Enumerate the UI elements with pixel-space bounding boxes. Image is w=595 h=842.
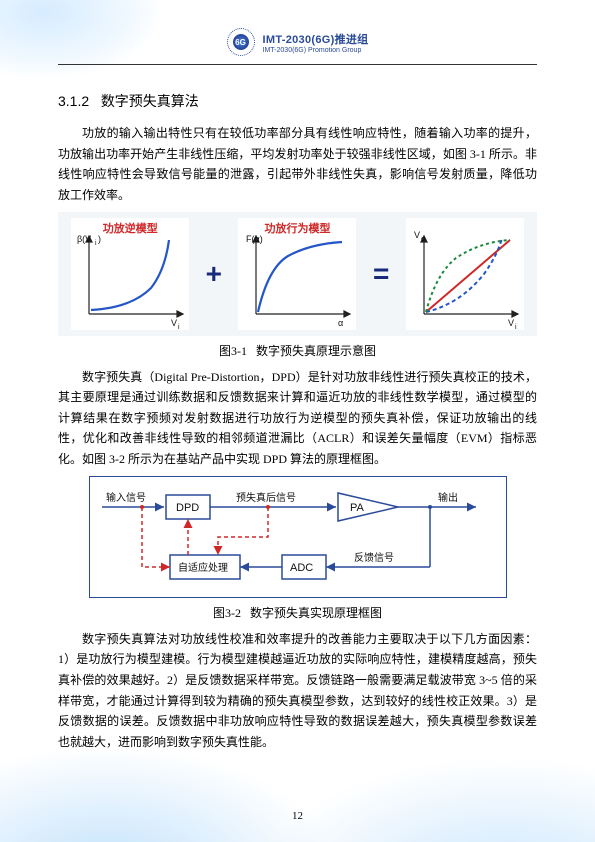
- svg-text:α: α: [338, 318, 343, 328]
- svg-text:V: V: [508, 318, 514, 328]
- page-header: 6G IMT-2030(6G)推进组 IMT-2030(6G) Promotio…: [58, 28, 537, 56]
- fig2-label-dpd: DPD: [176, 502, 199, 514]
- fig1-caption-no: 图3-1: [219, 344, 247, 358]
- svg-text:V: V: [414, 230, 420, 240]
- logo-text: 6G: [233, 34, 249, 50]
- fig2-label-adc: ADC: [290, 562, 313, 574]
- paragraph-2: 数字预失真（Digital Pre-Distortion，DPD）是针对功放非线…: [58, 367, 537, 470]
- paragraph-3: 数字预失真算法对功放线性校准和效率提升的改善能力主要取决于以下几方面因素：1）是…: [58, 629, 537, 753]
- fig2-label-pa: PA: [350, 502, 365, 514]
- section-heading: 3.1.2 数字预失真算法: [58, 91, 537, 111]
- fig1-panel-b-title: 功放行为模型: [238, 220, 356, 236]
- figure-3-1-caption: 图3-1 数字预失真原理示意图: [58, 342, 537, 359]
- figure-3-2: 输入信号 DPD 预失真后信号 PA 输出 反馈信号 ADC 自适应处理: [89, 476, 507, 598]
- header-titles: IMT-2030(6G)推进组 IMT-2030(6G) Promotion G…: [263, 31, 369, 54]
- figure-3-2-caption: 图3-2 数字预失真实现原理框图: [58, 604, 537, 621]
- fig2-caption-text: 数字预失真实现原理框图: [250, 606, 382, 620]
- fig1-equals: =: [371, 258, 391, 290]
- fig2-label-input: 输入信号: [106, 491, 146, 504]
- fig1-panel-combined: V o V i: [406, 218, 524, 330]
- header-title-en: IMT-2030(6G) Promotion Group: [263, 47, 369, 54]
- fig2-caption-no: 图3-2: [213, 606, 241, 620]
- fig2-label-output: 输出: [438, 491, 458, 504]
- svg-text:i: i: [95, 240, 97, 247]
- logo-badge: 6G: [227, 28, 255, 56]
- figure-3-1: 功放逆模型 β(V i ) V i +: [58, 212, 537, 336]
- svg-text:i: i: [178, 324, 180, 330]
- svg-text:V: V: [171, 318, 177, 328]
- fig2-label-feedback: 反馈信号: [354, 551, 394, 564]
- fig1-panel-inverse-model: 功放逆模型 β(V i ) V i: [71, 218, 189, 330]
- page-content: 6G IMT-2030(6G)推进组 IMT-2030(6G) Promotio…: [0, 0, 595, 842]
- fig1-panel-a-title: 功放逆模型: [71, 220, 189, 236]
- fig1-panel-behavior-model: 功放行为模型 F(α) α: [238, 218, 356, 330]
- page-number: 12: [0, 810, 595, 822]
- section-number: 3.1.2: [58, 93, 89, 109]
- fig2-label-adapt: 自适应处理: [178, 561, 228, 574]
- paragraph-1: 功放的输入输出特性只有在较低功率部分具有线性响应特性，随着输入功率的提升，功放输…: [58, 123, 537, 206]
- fig2-label-after: 预失真后信号: [236, 491, 296, 504]
- fig1-caption-text: 数字预失真原理示意图: [256, 344, 376, 358]
- header-title-cn: IMT-2030(6G)推进组: [263, 31, 369, 47]
- fig1-plus: +: [204, 258, 224, 290]
- svg-text:i: i: [515, 324, 517, 330]
- header-rule: [58, 64, 537, 65]
- svg-text:o: o: [421, 236, 425, 243]
- section-title: 数字预失真算法: [101, 93, 199, 109]
